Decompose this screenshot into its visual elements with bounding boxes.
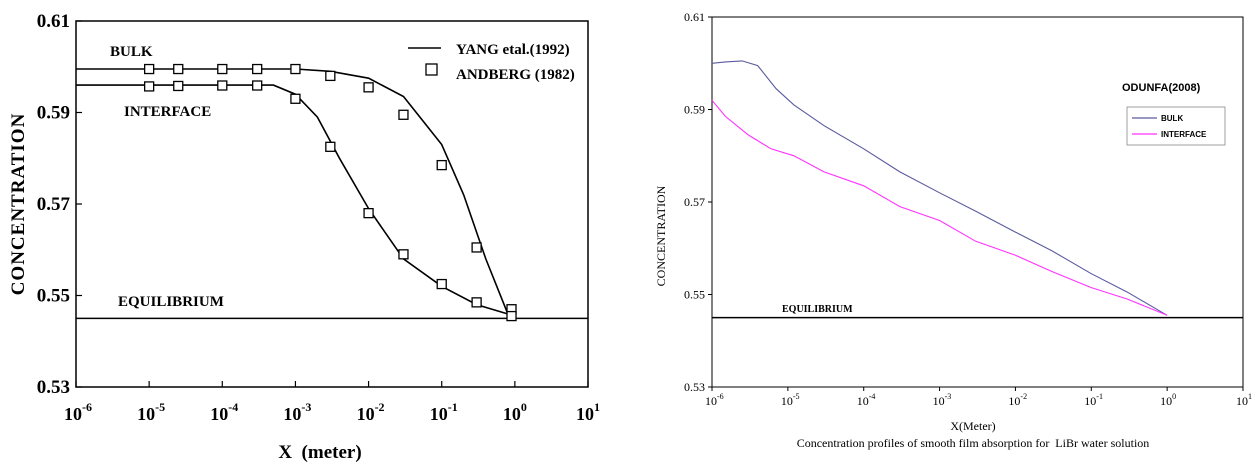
- right-caption: Concentration profiles of smooth film ab…: [797, 436, 1150, 450]
- legend-bulk-label: BULK: [1161, 114, 1183, 123]
- left-interface-marker: [325, 141, 336, 152]
- left-interface-marker: [436, 278, 447, 290]
- left-y-tick-label: 0.59: [37, 103, 70, 124]
- right-x-tick-label: 10-4: [857, 392, 876, 408]
- right-y-tick-label: 0.53: [684, 380, 705, 394]
- left-y-tick-label: 0.57: [37, 194, 71, 215]
- left-x-axis-label: X (meter): [278, 442, 361, 463]
- right-x-tick-label: 100: [1160, 392, 1176, 408]
- left-x-tick-label: 10-6: [64, 400, 92, 424]
- left-interface-marker: [506, 310, 517, 322]
- bulk-annotation: BULK: [110, 44, 153, 60]
- left-bulk-curve: [76, 68, 516, 317]
- right-y-tick-label: 0.61: [684, 10, 705, 24]
- left-interface-marker: [143, 81, 155, 92]
- right-chart: 0.530.550.570.590.61 10-6 10-5 10-4 10-3 10-…: [654, 10, 1252, 450]
- right-series-group: [711, 60, 1243, 319]
- legend-square-marker: [425, 63, 438, 76]
- right-legend-box: [1126, 106, 1226, 146]
- left-bulk-marker: [398, 109, 409, 120]
- left-bulk-marker: [252, 63, 263, 75]
- left-interface-marker: [173, 80, 184, 92]
- right-y-tick-label: 0.55: [684, 288, 705, 302]
- right-y-tick-label: 0.59: [684, 103, 705, 117]
- left-y-tick-labels: 0.53 0.55 0.57 0.59 0.61: [37, 11, 82, 398]
- left-interface-marker: [471, 297, 482, 308]
- right-x-tick-label: 10-3: [933, 392, 952, 408]
- left-bulk-marker: [143, 63, 155, 75]
- right-x-tick-labels: 10-6 10-5 10-4 10-3 10-2 10-1 100 101: [705, 387, 1252, 408]
- right-x-tick-label: 10-6: [705, 392, 724, 408]
- left-x-tick-label: 100: [503, 400, 527, 424]
- left-interface-marker: [363, 207, 374, 219]
- right-x-tick-label: 10-2: [1008, 392, 1027, 408]
- right-x-tick-label: 10-5: [781, 392, 800, 408]
- left-interface-marker: [290, 93, 301, 104]
- right-plot-frame: [711, 16, 1244, 388]
- left-y-tick-label: 0.53: [37, 377, 70, 398]
- right-y-tick-labels: 0.53 0.55 0.57 0.59 0.61: [684, 10, 712, 394]
- right-y-tick-label: 0.57: [684, 195, 705, 209]
- legend-label-yang: YANG etal.(1992): [456, 42, 570, 58]
- right-chart-title: ODUNFA(2008): [1122, 82, 1201, 94]
- left-bulk-marker: [363, 82, 374, 93]
- left-bulk-marker: [290, 63, 301, 75]
- left-bulk-marker: [173, 63, 184, 75]
- right-bulk-line: [711, 60, 1168, 316]
- right-interface-line: [711, 99, 1168, 316]
- left-chart: 0.530.550.570.590.61 10-6 10-5 10-4 10-3 10-…: [8, 11, 600, 463]
- left-y-tick-label: 0.61: [37, 11, 70, 32]
- right-x-tick-label: 101: [1236, 392, 1252, 408]
- left-equilibrium-annotation: EQUILIBRIUM: [118, 294, 224, 310]
- left-x-tick-labels: 10-6 10-5 10-4 10-3 10-2 10-1 100 101: [64, 381, 600, 424]
- left-x-tick-label: 101: [576, 400, 600, 424]
- left-y-tick-label: 0.55: [37, 286, 70, 307]
- legend-label-andberg: ANDBERG (1982): [456, 67, 575, 83]
- left-series-group: [76, 63, 588, 322]
- right-equilibrium-annotation: EQUILIBRIUM: [782, 304, 853, 315]
- left-bulk-marker: [325, 70, 336, 82]
- interface-annotation: INTERFACE: [124, 104, 211, 120]
- left-bulk-marker: [436, 159, 447, 171]
- right-x-axis-label: X(Meter): [950, 419, 995, 433]
- legend-interface-label: INTERFACE: [1161, 130, 1207, 139]
- left-x-tick-label: 10-1: [430, 400, 458, 424]
- left-x-tick-label: 10-3: [283, 400, 311, 424]
- left-interface-curve: [76, 84, 516, 317]
- left-bulk-marker: [217, 63, 228, 75]
- left-x-tick-label: 10-5: [137, 400, 165, 424]
- right-y-axis-label: CONCENTRATION: [654, 185, 668, 286]
- left-x-tick-label: 10-2: [357, 400, 385, 424]
- left-interface-marker: [398, 249, 409, 260]
- right-legend: BULK INTERFACE: [1126, 106, 1226, 146]
- right-x-tick-label: 10-1: [1084, 392, 1103, 408]
- left-interface-marker: [217, 80, 228, 91]
- left-bulk-marker: [471, 242, 482, 253]
- left-interface-marker: [252, 80, 263, 91]
- left-y-axis-label: CONCENTRATION: [8, 113, 29, 296]
- left-x-tick-label: 10-4: [210, 400, 238, 424]
- left-legend: YANG etal.(1992) ANDBERG (1982): [408, 42, 575, 83]
